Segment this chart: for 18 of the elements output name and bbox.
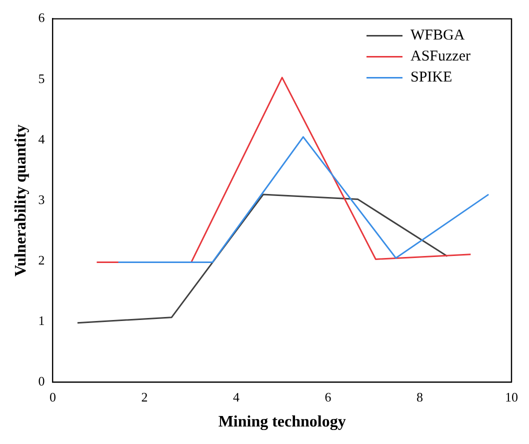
x-tick-label: 10 xyxy=(505,389,518,404)
legend-label: ASFuzzer xyxy=(410,48,470,65)
y-tick-label: 0 xyxy=(38,374,45,389)
x-tick-label: 4 xyxy=(232,389,240,404)
y-tick-label: 4 xyxy=(38,131,46,146)
y-axis-title: Vulnerability quantity xyxy=(12,124,30,276)
y-tick-label: 3 xyxy=(38,192,45,207)
legend-label: WFBGA xyxy=(410,28,465,44)
legend-label: SPIKE xyxy=(410,70,452,86)
y-tick-label: 1 xyxy=(38,313,45,328)
y-tick-label: 2 xyxy=(38,252,45,268)
x-tick-label: 0 xyxy=(49,389,56,404)
y-tick-label: 5 xyxy=(38,70,45,86)
x-tick-label: 2 xyxy=(141,389,148,404)
x-tick-label: 6 xyxy=(324,389,332,404)
x-axis-title: Mining technology xyxy=(218,414,346,431)
y-tick-label: 6 xyxy=(38,10,46,26)
x-tick-label: 8 xyxy=(416,389,423,404)
